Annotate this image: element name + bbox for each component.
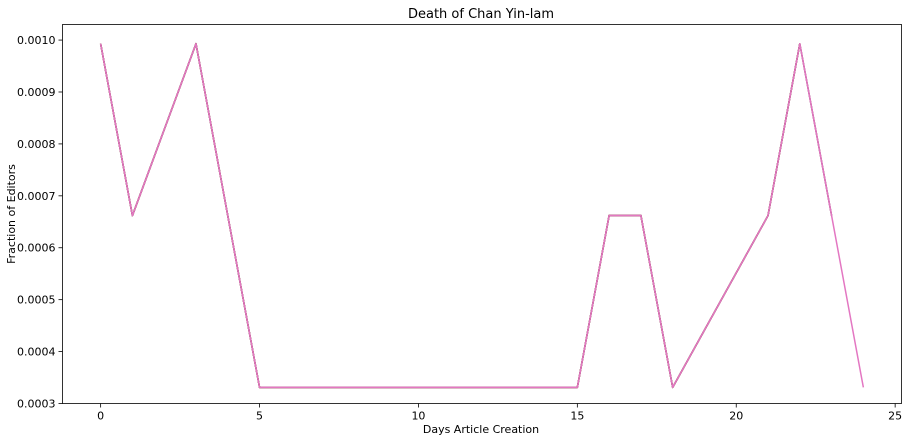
- x-tick-label: 25: [888, 410, 902, 423]
- x-tick-label: 10: [411, 410, 425, 423]
- y-tick-label: 0.0008: [17, 138, 56, 151]
- x-axis: 0 5 10 15 20 25: [97, 403, 902, 423]
- chart-title: Death of Chan Yin-lam: [408, 7, 554, 22]
- y-axis-title: Fraction of Editors: [5, 164, 18, 264]
- plot-frame: [62, 24, 902, 404]
- series-line-5: [99, 42, 833, 389]
- series-line-7: [99, 42, 865, 389]
- y-tick-label: 0.0007: [17, 190, 56, 203]
- y-tick-label: 0.0010: [17, 34, 56, 47]
- y-tick-label: 0.0003: [17, 398, 56, 411]
- y-tick-label: 0.0005: [17, 294, 56, 307]
- y-tick-label: 0.0004: [17, 346, 56, 359]
- series-layer: [99, 42, 865, 389]
- y-axis: 0.0003 0.0004 0.0005 0.0006 0.0007 0.0008 0.00…: [17, 34, 63, 411]
- y-tick-label: 0.0009: [17, 86, 56, 99]
- x-axis-title: Days Article Creation: [423, 423, 539, 436]
- x-tick-label: 5: [256, 410, 263, 423]
- x-tick-label: 0: [97, 410, 104, 423]
- y-tick-label: 0.0006: [17, 242, 56, 255]
- series-line-6: [99, 42, 833, 389]
- x-tick-label: 15: [570, 410, 584, 423]
- x-tick-label: 20: [729, 410, 743, 423]
